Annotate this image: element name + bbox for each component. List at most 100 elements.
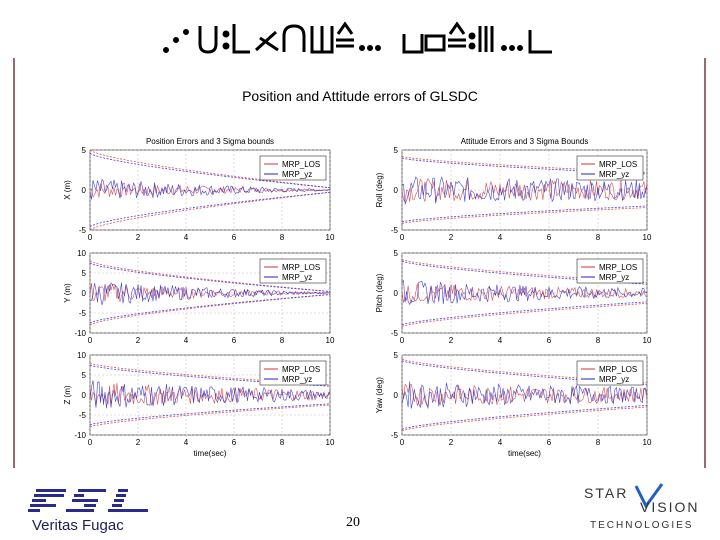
garbled-title-graphic (163, 21, 552, 54)
ytick-yaw: 5 (394, 351, 399, 360)
plot-title-x: Position Errors and 3 Sigma bounds (146, 137, 274, 146)
xtick-roll: 6 (547, 233, 552, 242)
legend-label-z: MRP_yz (282, 375, 312, 384)
legend-label-pitch: MRP_yz (599, 273, 629, 282)
xtick-yaw: 10 (643, 438, 652, 447)
plot-title-roll: Attitude Errors and 3 Sigma Bounds (461, 137, 589, 146)
series-yaw-0 (401, 383, 648, 407)
xtick-z: 4 (184, 438, 189, 447)
slide-subtitle: Position and Attitude errors of GLSDC (242, 88, 478, 104)
ytick-y: -5 (79, 309, 87, 318)
ytick-y: -10 (74, 329, 86, 338)
ytick-x: 5 (82, 146, 87, 155)
legend-label-y: MRP_LOS (282, 263, 320, 272)
logo-vision-text: VISION (640, 499, 699, 515)
lower-bound-roll-1 (401, 205, 648, 223)
xtick-pitch: 4 (498, 336, 503, 345)
xtick-pitch: 0 (400, 336, 405, 345)
ytick-y: 0 (82, 289, 87, 298)
ytick-z: 0 (82, 391, 87, 400)
ytick-z: 10 (77, 351, 86, 360)
lower-bound-x-0 (89, 192, 331, 231)
xtick-pitch: 2 (449, 336, 454, 345)
series-y-0 (89, 283, 331, 302)
legend-label-yaw: MRP_yz (599, 375, 629, 384)
ytick-y: 10 (77, 249, 86, 258)
xtick-roll: 10 (643, 233, 652, 242)
legend-box-roll (576, 155, 644, 181)
legend-label-x: MRP_LOS (282, 160, 320, 169)
xtick-roll: 0 (400, 233, 405, 242)
xtick-y: 2 (136, 336, 141, 345)
logo-star-text: STAR (584, 485, 628, 501)
series-z-1 (89, 380, 331, 409)
xtick-x: 8 (280, 233, 285, 242)
legend-box-y (259, 258, 327, 284)
series-y-1 (89, 282, 331, 305)
lower-bound-pitch-0 (401, 303, 648, 327)
series-pitch-1 (401, 279, 648, 306)
legend-label-roll: MRP_LOS (599, 160, 637, 169)
xtick-z: 8 (280, 438, 285, 447)
lower-bound-pitch-1 (401, 301, 648, 326)
xtick-z: 10 (326, 438, 335, 447)
ytick-z: -10 (74, 431, 86, 440)
series-x-0 (89, 182, 331, 198)
fsl-logo (28, 489, 148, 512)
xtick-yaw: 0 (400, 438, 405, 447)
xtick-y: 4 (184, 336, 189, 345)
xtick-x: 6 (232, 233, 237, 242)
xtick-roll: 8 (596, 233, 601, 242)
ytick-x: 0 (82, 186, 87, 195)
lower-bound-z-1 (89, 403, 331, 426)
fsl-caption: Veritas Fugac (32, 517, 124, 534)
xtick-y: 0 (88, 336, 93, 345)
legend-label-y: MRP_yz (282, 273, 312, 282)
lower-bound-yaw-0 (401, 406, 648, 432)
xtick-y: 10 (326, 336, 335, 345)
ytick-roll: -5 (391, 226, 399, 235)
ytick-pitch: 5 (394, 249, 399, 258)
upper-bound-yaw-1 (401, 360, 648, 385)
ytick-pitch: -5 (391, 329, 399, 338)
ylabel-yaw: Yaw (deg) (375, 377, 384, 413)
xtick-pitch: 6 (547, 336, 552, 345)
upper-bound-x-0 (89, 149, 331, 188)
ytick-z: 5 (82, 371, 87, 380)
legend-box-x (259, 155, 327, 181)
lower-bound-yaw-1 (401, 405, 648, 430)
legend-label-x: MRP_yz (282, 170, 312, 179)
xtick-yaw: 8 (596, 438, 601, 447)
xtick-pitch: 10 (643, 336, 652, 345)
xtick-y: 8 (280, 336, 285, 345)
xtick-x: 10 (326, 233, 335, 242)
ylabel-x: X (m) (63, 180, 72, 200)
ylabel-pitch: Pitch (deg) (375, 273, 384, 312)
ytick-roll: 5 (394, 146, 399, 155)
xtick-z: 0 (88, 438, 93, 447)
xtick-z: 6 (232, 438, 237, 447)
page-number: 20 (346, 515, 360, 530)
lower-bound-z-0 (89, 404, 331, 428)
xtick-yaw: 2 (449, 438, 454, 447)
legend-box-z (259, 360, 327, 386)
ytick-z: -5 (79, 411, 87, 420)
xtick-x: 2 (136, 233, 141, 242)
ytick-roll: 0 (394, 186, 399, 195)
xtick-x: 0 (88, 233, 93, 242)
xlabel-yaw: time(sec) (508, 449, 541, 458)
series-x-1 (89, 178, 331, 200)
xlabel-z: time(sec) (194, 449, 227, 458)
ylabel-roll: Roll (deg) (375, 172, 384, 207)
series-roll-1 (401, 176, 648, 205)
series-pitch-0 (401, 283, 648, 304)
upper-bound-yaw-0 (401, 358, 648, 384)
series-yaw-1 (401, 381, 648, 410)
xtick-yaw: 4 (498, 438, 503, 447)
legend-label-roll: MRP_yz (599, 170, 629, 179)
upper-bound-pitch-1 (401, 260, 648, 285)
ytick-y: 5 (82, 269, 87, 278)
legend-box-pitch (576, 258, 644, 284)
series-roll-0 (401, 177, 648, 203)
